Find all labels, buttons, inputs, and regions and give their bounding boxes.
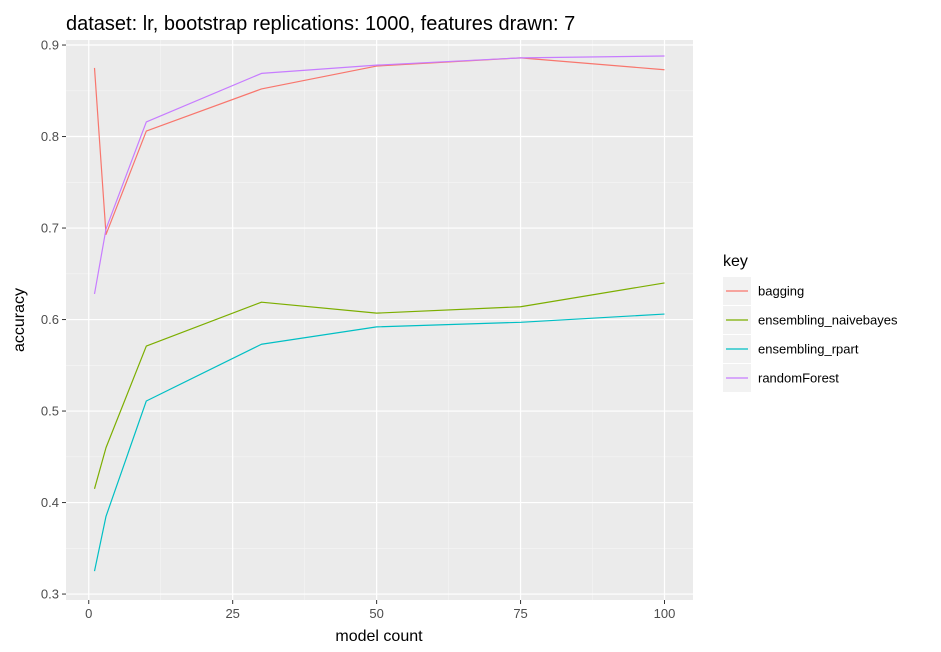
- legend-label: bagging: [758, 284, 804, 299]
- legend-item-bagging: bagging: [723, 277, 804, 305]
- legend: key bagging ensembling_naivebayes ensembli…: [723, 253, 898, 392]
- x-tick-label: 50: [369, 606, 383, 621]
- legend-item-randomForest: randomForest: [723, 364, 839, 392]
- y-tick-label: 0.7: [41, 221, 59, 236]
- chart-title: dataset: lr, bootstrap replications: 100…: [66, 13, 575, 35]
- y-tick-label: 0.4: [41, 495, 59, 510]
- y-axis: 0.3 0.4 0.5 0.6 0.7 0.8 0.9: [41, 38, 66, 602]
- series-line-randomForest: [93, 55, 665, 295]
- y-tick-label: 0.6: [41, 312, 59, 327]
- legend-item-ensembling_rpart: ensembling_rpart: [723, 335, 859, 363]
- y-tick-label: 0.5: [41, 404, 59, 419]
- legend-label: randomForest: [758, 371, 839, 386]
- y-tick-label: 0.8: [41, 129, 59, 144]
- x-tick-label: 100: [654, 606, 676, 621]
- legend-title: key: [723, 253, 748, 270]
- series-line-ensembling_rpart: [93, 313, 665, 572]
- y-tick-label: 0.3: [41, 587, 59, 602]
- legend-label: ensembling_rpart: [758, 342, 859, 357]
- x-axis: 0 25 50 75 100: [85, 600, 675, 621]
- y-axis-title: accuracy: [11, 288, 28, 352]
- legend-item-ensembling_naivebayes: ensembling_naivebayes: [723, 306, 898, 334]
- series-lines: [93, 55, 665, 572]
- y-tick-label: 0.9: [41, 38, 59, 53]
- series-line-ensembling_naivebayes: [93, 282, 665, 489]
- x-tick-label: 0: [85, 606, 92, 621]
- x-tick-label: 25: [225, 606, 239, 621]
- x-tick-label: 75: [513, 606, 527, 621]
- grid: [66, 40, 693, 600]
- legend-label: ensembling_naivebayes: [758, 313, 898, 328]
- x-axis-title: model count: [335, 628, 423, 645]
